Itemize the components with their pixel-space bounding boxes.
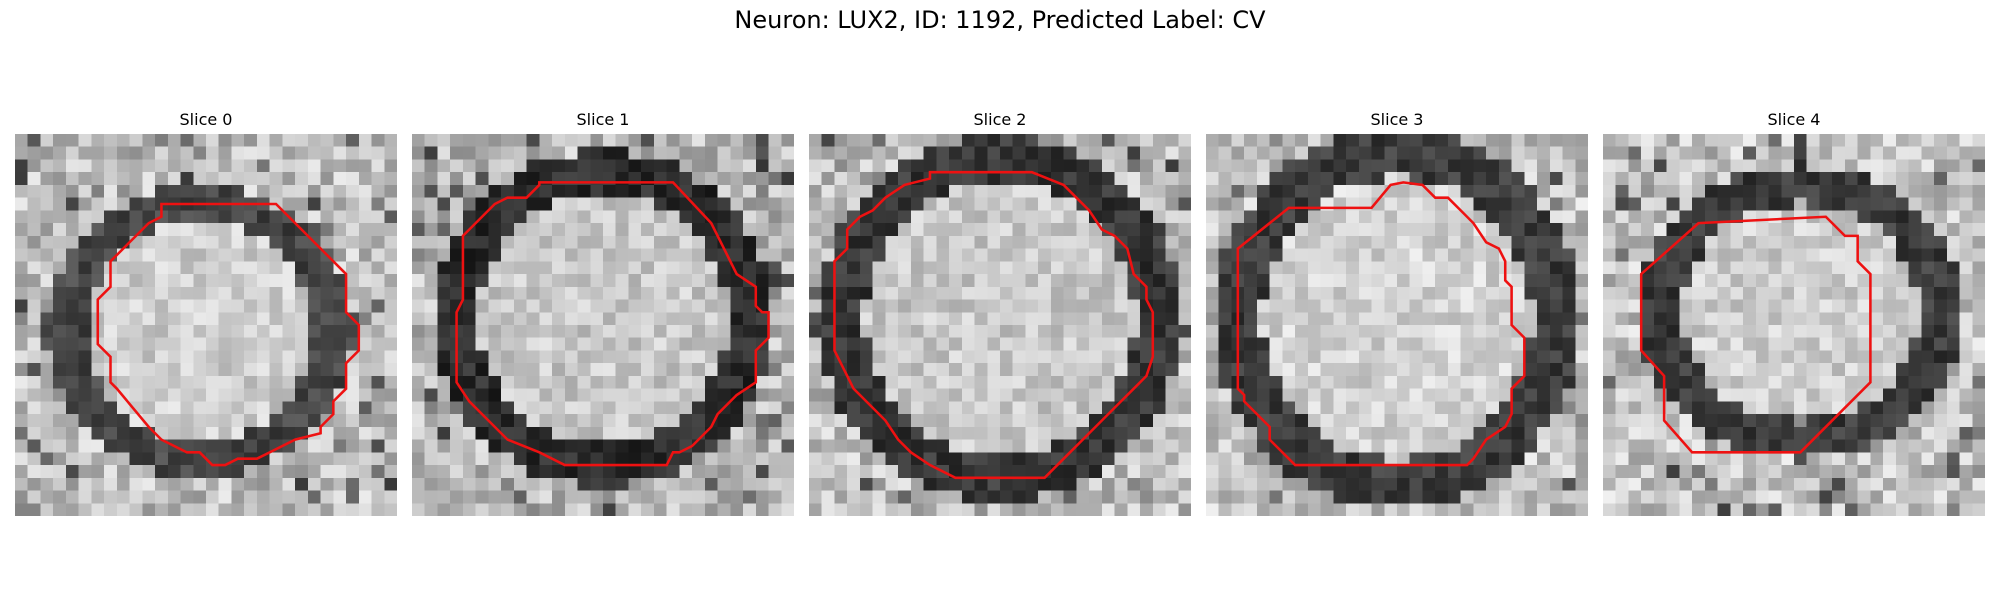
panel-title-4: Slice 4 — [1767, 110, 1821, 129]
panel-slice-2 — [809, 134, 1191, 516]
cell-contour — [455, 181, 770, 467]
panel-slice-4 — [1603, 134, 1985, 516]
panel-title-1: Slice 1 — [576, 110, 630, 129]
cell-contour — [1639, 215, 1872, 454]
panel-slice-1 — [412, 134, 794, 516]
panel-title-3: Slice 3 — [1370, 110, 1424, 129]
cell-contour — [96, 202, 361, 467]
panel-slice-0 — [15, 134, 397, 516]
cell-contour — [1236, 181, 1526, 467]
figure-title: Neuron: LUX2, ID: 1192, Predicted Label:… — [734, 6, 1266, 34]
slice-2-image — [809, 134, 1191, 516]
panel-title-0: Slice 0 — [179, 110, 233, 129]
cell-contour — [833, 170, 1155, 480]
slice-4-image — [1603, 134, 1985, 516]
pixel-grid — [809, 134, 1191, 516]
pixel-grid — [15, 134, 397, 516]
panel-slice-3 — [1206, 134, 1588, 516]
slice-3-image — [1206, 134, 1588, 516]
slice-1-image — [412, 134, 794, 516]
pixel-grid — [412, 134, 794, 516]
pixel-grid — [1206, 134, 1588, 516]
slice-0-image — [15, 134, 397, 516]
pixel-grid — [1603, 134, 1985, 516]
panel-title-2: Slice 2 — [973, 110, 1027, 129]
